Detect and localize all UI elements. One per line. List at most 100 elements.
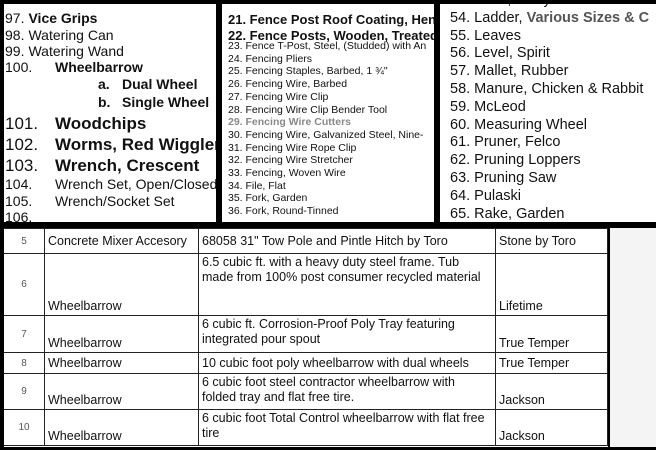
list-item: 53. Knife, Utility (450, 4, 551, 8)
tool-list-panel-right: 53. Knife, Utility54. Ladder, Various Si… (440, 4, 656, 222)
item-number: 97. (5, 10, 25, 26)
list-item: 57. Mallet, Rubber (450, 63, 568, 79)
list-item: 102. Worms, Red Wigglers (5, 135, 216, 155)
list-item: 26. Fencing Wire, Barbed (228, 78, 348, 91)
list-item: a. Dual Wheel (98, 76, 197, 92)
list-item: 30. Fencing Wire, Galvanized Steel, Nine… (228, 128, 424, 141)
equipment-table-panel: 5 Concrete Mixer Accesory 68058 31" Tow Po… (4, 228, 608, 447)
list-item: 103. Wrench, Crescent (5, 156, 199, 176)
item-cell[interactable]: Wheelbarrow (44, 409, 199, 446)
item-cell[interactable]: Wheelbarrow (44, 352, 199, 374)
tool-list-panel-left: 97. Vice Grips 98. Watering Can 99. Watering … (4, 4, 216, 222)
item-text: 63. Pruning Saw (450, 170, 557, 186)
item-cell[interactable]: Wheelbarrow (44, 373, 199, 410)
item-cell[interactable]: Concrete Mixer Accesory (44, 228, 199, 254)
item-text: 60. Measuring Wheel (450, 116, 588, 133)
brand-cell[interactable]: Jackson (495, 409, 608, 446)
list-item: 55. Leaves (450, 28, 521, 44)
description-cell[interactable]: 6 cubic foot Total Control wheelbarrow w… (198, 409, 496, 446)
tool-list-panel-middle: 21. Fence Post Roof Coating, Henry 22. Fe… (222, 4, 434, 222)
list-item: 100. Wheelbarrow (5, 59, 143, 75)
list-item: 62. Pruning Loppers (450, 152, 581, 168)
list-item: 65. Rake, Garden (450, 206, 564, 222)
item-text: 56. Level, Spirit (450, 45, 550, 62)
item-cell[interactable]: Wheelbarrow (44, 253, 199, 316)
list-item: 23. Fence T-Post, Steel, (Studded) with … (228, 40, 427, 52)
list-item: 56. Level, Spirit (450, 45, 550, 61)
item-text: 55. Leaves (450, 27, 521, 44)
equipment-table: 5 Concrete Mixer Accesory 68058 31" Tow Po… (4, 228, 608, 446)
row-number[interactable]: 6 (4, 253, 45, 316)
item-number: a. (98, 76, 110, 92)
item-text-highlight: Various Sizes & C (526, 9, 650, 26)
brand-cell[interactable]: Stone by Toro (495, 228, 608, 254)
row-number[interactable]: 8 (4, 352, 45, 374)
item-text: Wrench, Crescent (55, 156, 200, 175)
row-number[interactable]: 5 (4, 228, 45, 254)
item-number: 103. (5, 156, 39, 175)
list-item: 25. Fencing Staples, Barbed, 1 ¾" (228, 65, 388, 78)
item-number: 101. (5, 114, 39, 133)
list-item: 36. Fork, Round-Tinned (228, 205, 339, 218)
item-text: 58. Manure, Chicken & Rabbit (450, 81, 644, 97)
item-cell[interactable]: Wheelbarrow (44, 315, 199, 353)
item-text: Woodchips (55, 114, 147, 133)
brand-cell[interactable]: True Temper (495, 352, 608, 374)
item-text: 65. Rake, Garden (450, 205, 565, 222)
table-row: 9 Wheelbarrow 6 cubic foot steel contracto… (4, 373, 608, 410)
item-number: 102. (5, 135, 39, 154)
item-text: 57. Mallet, Rubber (450, 63, 569, 80)
list-item: 64. Pulaski (450, 188, 521, 204)
item-number: 104. (5, 176, 33, 192)
item-number: 100. (5, 59, 33, 75)
list-item: 101. Woodchips (5, 114, 146, 134)
item-text: 54. Ladder, (450, 9, 527, 26)
table-row: 5 Concrete Mixer Accesory 68058 31" Tow Po… (4, 228, 608, 254)
row-number[interactable]: 10 (4, 409, 45, 446)
brand-cell[interactable]: Jackson (495, 373, 608, 410)
item-number: 105. (5, 193, 33, 209)
row-number[interactable]: 9 (4, 373, 45, 410)
table-row: 7 Wheelbarrow 6 cubic ft. Corrosion-Proof … (4, 315, 608, 353)
list-item: 29. Fencing Wire Cutters (228, 116, 352, 129)
list-item: 31. Fencing Wire Rope Clip (228, 141, 357, 154)
list-item: 33. Fencing, Woven Wire (228, 167, 346, 179)
item-text: Vice Grips (28, 10, 98, 26)
list-item: 28. Fencing Wire Clip Bender Tool (228, 103, 388, 116)
list-item: 63. Pruning Saw (450, 170, 556, 186)
table-row: 6 Wheelbarrow 6.5 cubic ft. with a heavy … (4, 253, 608, 316)
item-text: 53. Knife, Utility (450, 4, 551, 8)
item-text: Watering Wand (28, 43, 124, 59)
item-text: Wheelbarrow (55, 59, 143, 75)
item-text: 62. Pruning Loppers (450, 152, 581, 169)
list-item: b. Single Wheel (98, 94, 209, 110)
description-cell[interactable]: 68058 31" Tow Pole and Pintle Hitch by T… (198, 228, 496, 254)
row-number[interactable]: 7 (4, 315, 45, 353)
description-cell[interactable]: 6 cubic ft. Corrosion-Proof Poly Tray fe… (198, 315, 496, 353)
description-cell[interactable]: 6.5 cubic ft. with a heavy duty steel fr… (198, 253, 496, 316)
list-item: 54. Ladder, Various Sizes & C (450, 10, 649, 26)
list-item: 61. Pruner, Felco (450, 134, 560, 150)
item-text: 61. Pruner, Felco (450, 134, 561, 151)
list-item: 22. Fence Posts, Wooden, Treated, (228, 28, 434, 43)
list-item: 21. Fence Post Roof Coating, Henry (228, 12, 434, 27)
item-number: 99. (5, 43, 25, 59)
list-item: 32. Fencing Wire Stretcher (228, 154, 353, 167)
item-number: b. (98, 94, 111, 110)
brand-cell[interactable]: Lifetime (495, 253, 608, 316)
item-text: Dual Wheel (122, 76, 198, 92)
item-text: Wrench/Socket Set (55, 193, 175, 209)
item-text: Worms, Red Wigglers (55, 135, 216, 154)
list-item: 59. McLeod (450, 99, 526, 115)
item-text: 64. Pulaski (450, 187, 521, 204)
description-cell[interactable]: 10 cubic foot poly wheelbarrow with dual… (198, 352, 496, 374)
list-item: 24. Fencing Pliers (228, 52, 313, 65)
list-item: 98. Watering Can (5, 27, 114, 43)
item-number: 106. (5, 209, 33, 222)
brand-cell[interactable]: True Temper (495, 315, 608, 353)
description-cell[interactable]: 6 cubic foot steel contractor wheelbarro… (198, 373, 496, 410)
list-item: 97. Vice Grips (5, 10, 97, 26)
item-text: Wrench Set, Open/Closed (55, 176, 216, 192)
list-item: 35. Fork, Garden (228, 192, 308, 205)
table-row: 8 Wheelbarrow 10 cubic foot poly wheelbarr… (4, 352, 608, 374)
